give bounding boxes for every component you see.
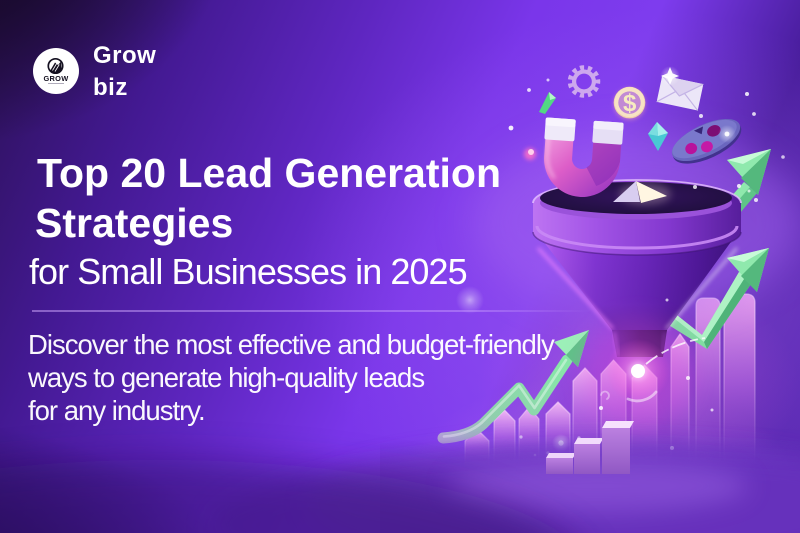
svg-text:GROW: GROW [43,74,68,83]
svg-text:$: $ [623,90,637,117]
